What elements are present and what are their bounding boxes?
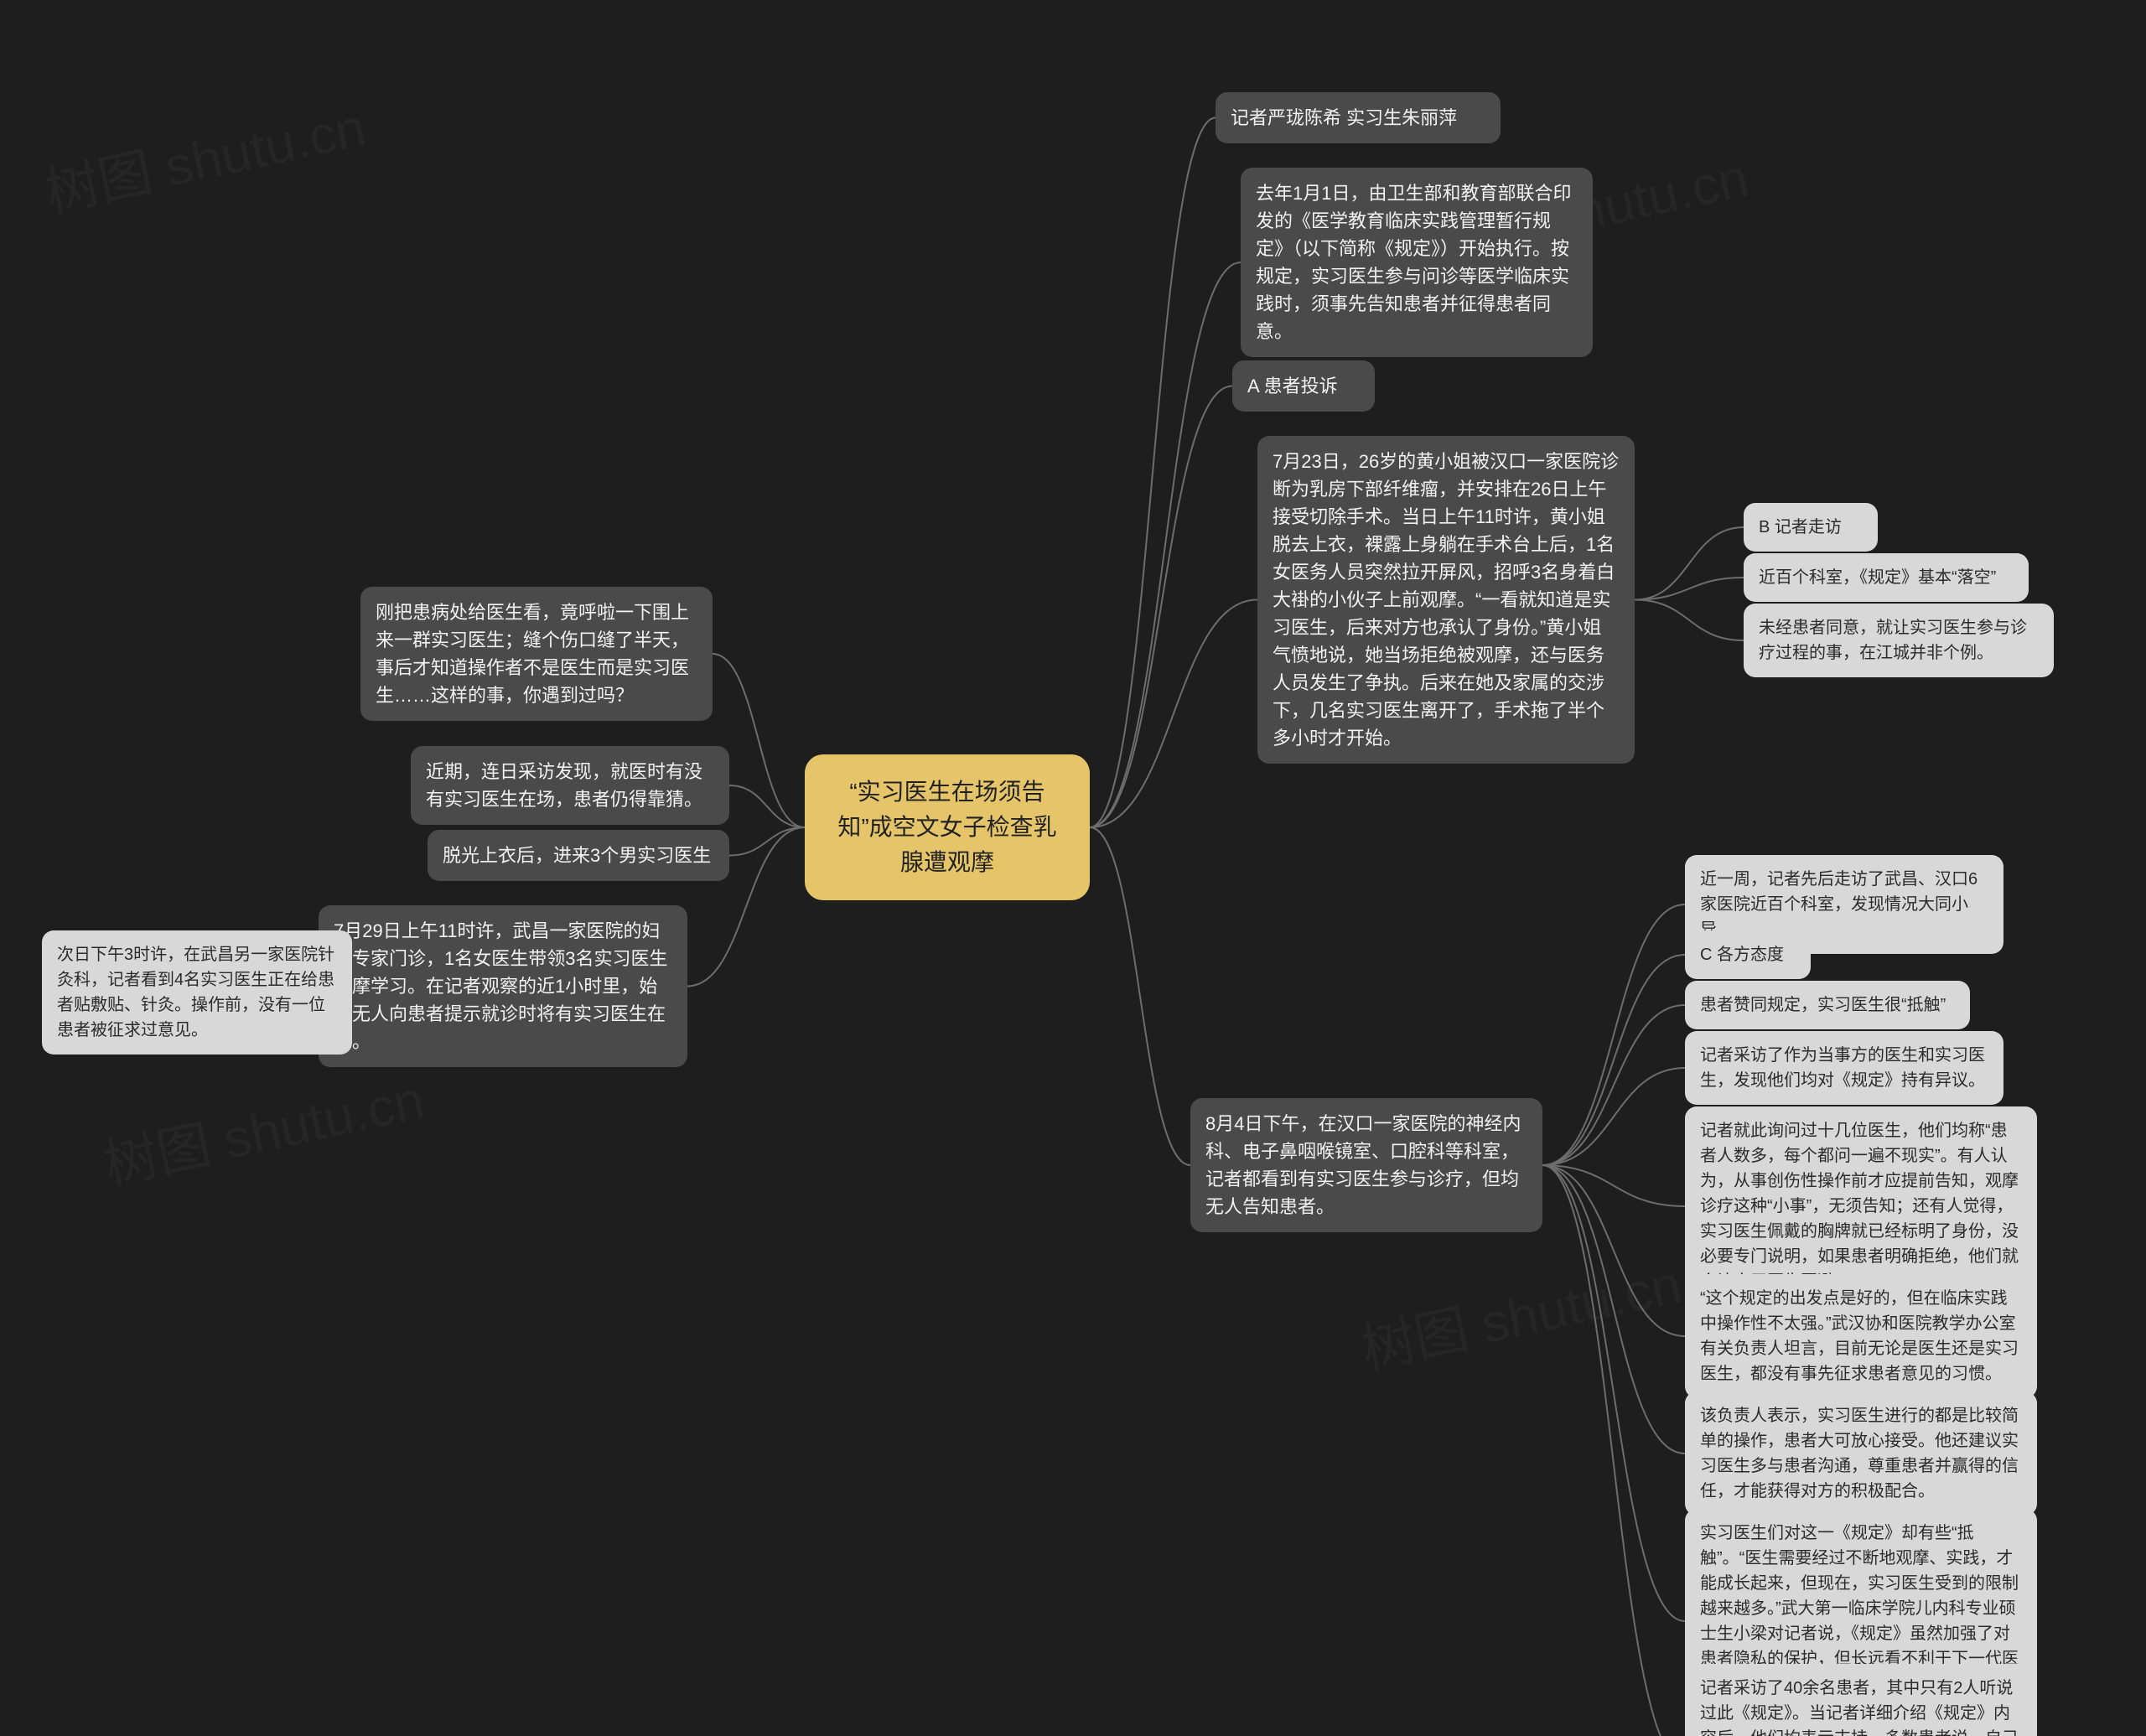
edge bbox=[1635, 600, 1744, 641]
edge bbox=[1542, 1165, 1685, 1736]
node-text: 未经患者同意，就让实习医生参与诊疗过程的事，在江城并非个例。 bbox=[1759, 619, 2027, 662]
node-text: 记者严珑陈希 实习生朱丽萍 bbox=[1231, 107, 1457, 128]
edge bbox=[1542, 1005, 1685, 1165]
branch-node[interactable]: 记者严珑陈希 实习生朱丽萍 bbox=[1216, 92, 1501, 143]
leaf-node[interactable]: 次日下午3时许，在武昌另一家医院针灸科，记者看到4名实习医生正在给患者贴敷贴、针… bbox=[42, 930, 352, 1055]
root-node[interactable]: “实习医生在场须告知”成空文女子检查乳腺遭观摩 bbox=[805, 754, 1090, 900]
watermark: 树图 shutu.cn bbox=[96, 1057, 430, 1200]
branch-node[interactable]: 8月4日下午，在汉口一家医院的神经内科、电子鼻咽喉镜室、口腔科等科室，记者都看到… bbox=[1190, 1098, 1542, 1232]
branch-node[interactable]: 刚把患病处给医生看，竟呼啦一下围上来一群实习医生；缝个伤口缝了半天，事后才知道操… bbox=[360, 587, 713, 721]
node-text: 近期，连日采访发现，就医时有没有实习医生在场，患者仍得靠猜。 bbox=[426, 761, 702, 810]
node-text: C 各方态度 bbox=[1700, 946, 1784, 964]
node-text: 记者就此询问过十几位医生，他们均称“患者人数多，每个都问一遍不现实”。有人认为，… bbox=[1700, 1122, 2019, 1291]
node-text: 近一周，记者先后走访了武昌、汉口6家医院近百个科室，发现情况大同小异。 bbox=[1700, 870, 1978, 939]
node-text: “这个规定的出发点是好的，但在临床实践中操作性不太强。”武汉协和医院教学办公室有… bbox=[1700, 1289, 2019, 1383]
node-text: 7月23日，26岁的黄小姐被汉口一家医院诊断为乳房下部纤维瘤，并安排在26日上午… bbox=[1273, 451, 1619, 749]
edge bbox=[1635, 527, 1744, 600]
leaf-node[interactable]: 记者采访了40余名患者，其中只有2人听说过此《规定》。当记者详细介绍《规定》内容… bbox=[1685, 1664, 2037, 1736]
node-text: 记者采访了作为当事方的医生和实习医生，发现他们均对《规定》持有异议。 bbox=[1700, 1046, 1985, 1090]
leaf-node[interactable]: B 记者走访 bbox=[1744, 503, 1878, 552]
node-text: 刚把患病处给医生看，竟呼啦一下围上来一群实习医生；缝个伤口缝了半天，事后才知道操… bbox=[376, 602, 689, 706]
branch-node[interactable]: 7月29日上午11时许，武昌一家医院的妇科专家门诊，1名女医生带领3名实习医生观… bbox=[319, 905, 687, 1067]
edge bbox=[1542, 1165, 1685, 1621]
edge bbox=[1090, 118, 1216, 828]
leaf-node[interactable]: 近百个科室，《规定》基本“落空” bbox=[1744, 553, 2029, 602]
edge bbox=[1635, 578, 1744, 600]
node-text: 记者采访了40余名患者，其中只有2人听说过此《规定》。当记者详细介绍《规定》内容… bbox=[1700, 1679, 2019, 1736]
leaf-node[interactable]: C 各方态度 bbox=[1685, 930, 1811, 979]
node-text: 去年1月1日，由卫生部和教育部联合印发的《医学教育临床实践管理暂行规定》（以下简… bbox=[1256, 183, 1571, 342]
edge bbox=[729, 785, 805, 827]
node-text: 患者赞同规定，实习医生很“抵触” bbox=[1700, 996, 1946, 1014]
edge bbox=[1542, 955, 1685, 1165]
branch-node[interactable]: 脱光上衣后，进来3个男实习医生 bbox=[428, 830, 729, 881]
leaf-node[interactable]: 记者采访了作为当事方的医生和实习医生，发现他们均对《规定》持有异议。 bbox=[1685, 1031, 2003, 1105]
node-text: 次日下午3时许，在武昌另一家医院针灸科，记者看到4名实习医生正在给患者贴敷贴、针… bbox=[57, 946, 334, 1039]
branch-node[interactable]: A 患者投诉 bbox=[1232, 360, 1375, 412]
leaf-node[interactable]: 该负责人表示，实习医生进行的都是比较简单的操作，患者大可放心接受。他还建议实习医… bbox=[1685, 1391, 2037, 1516]
watermark: 树图 shutu.cn bbox=[38, 85, 371, 228]
edge bbox=[1542, 1068, 1685, 1165]
leaf-node[interactable]: “这个规定的出发点是好的，但在临床实践中操作性不太强。”武汉协和医院教学办公室有… bbox=[1685, 1274, 2037, 1398]
edge bbox=[1542, 1165, 1685, 1336]
edge bbox=[1090, 600, 1257, 828]
edge bbox=[1542, 904, 1685, 1165]
edge bbox=[1090, 827, 1190, 1165]
mindmap-canvas: 树图 shutu.cn树图 shutu.cn树图 shutu.cn树图 shut… bbox=[0, 0, 2146, 1736]
node-text: 近百个科室，《规定》基本“落空” bbox=[1759, 568, 1996, 587]
node-text: “实习医生在场须告知”成空文女子检查乳腺遭观摩 bbox=[837, 779, 1056, 875]
branch-node[interactable]: 7月23日，26岁的黄小姐被汉口一家医院诊断为乳房下部纤维瘤，并安排在26日上午… bbox=[1257, 436, 1635, 764]
branch-node[interactable]: 近期，连日采访发现，就医时有没有实习医生在场，患者仍得靠猜。 bbox=[411, 746, 729, 825]
edge bbox=[1542, 1165, 1685, 1454]
edge bbox=[1542, 1165, 1685, 1206]
node-text: 8月4日下午，在汉口一家医院的神经内科、电子鼻咽喉镜室、口腔科等科室，记者都看到… bbox=[1205, 1113, 1521, 1217]
edge bbox=[1090, 262, 1241, 827]
watermark: 树图 shutu.cn bbox=[1354, 1241, 1687, 1385]
edge bbox=[1090, 386, 1232, 828]
node-text: 该负责人表示，实习医生进行的都是比较简单的操作，患者大可放心接受。他还建议实习医… bbox=[1700, 1407, 2019, 1500]
leaf-node[interactable]: 患者赞同规定，实习医生很“抵触” bbox=[1685, 981, 1970, 1029]
node-text: 脱光上衣后，进来3个男实习医生 bbox=[443, 845, 711, 866]
node-text: B 记者走访 bbox=[1759, 518, 1842, 536]
branch-node[interactable]: 去年1月1日，由卫生部和教育部联合印发的《医学教育临床实践管理暂行规定》（以下简… bbox=[1241, 168, 1593, 357]
node-text: A 患者投诉 bbox=[1247, 376, 1338, 396]
leaf-node[interactable]: 未经患者同意，就让实习医生参与诊疗过程的事，在江城并非个例。 bbox=[1744, 604, 2054, 677]
edge bbox=[729, 827, 805, 856]
node-text: 7月29日上午11时许，武昌一家医院的妇科专家门诊，1名女医生带领3名实习医生观… bbox=[334, 920, 667, 1052]
